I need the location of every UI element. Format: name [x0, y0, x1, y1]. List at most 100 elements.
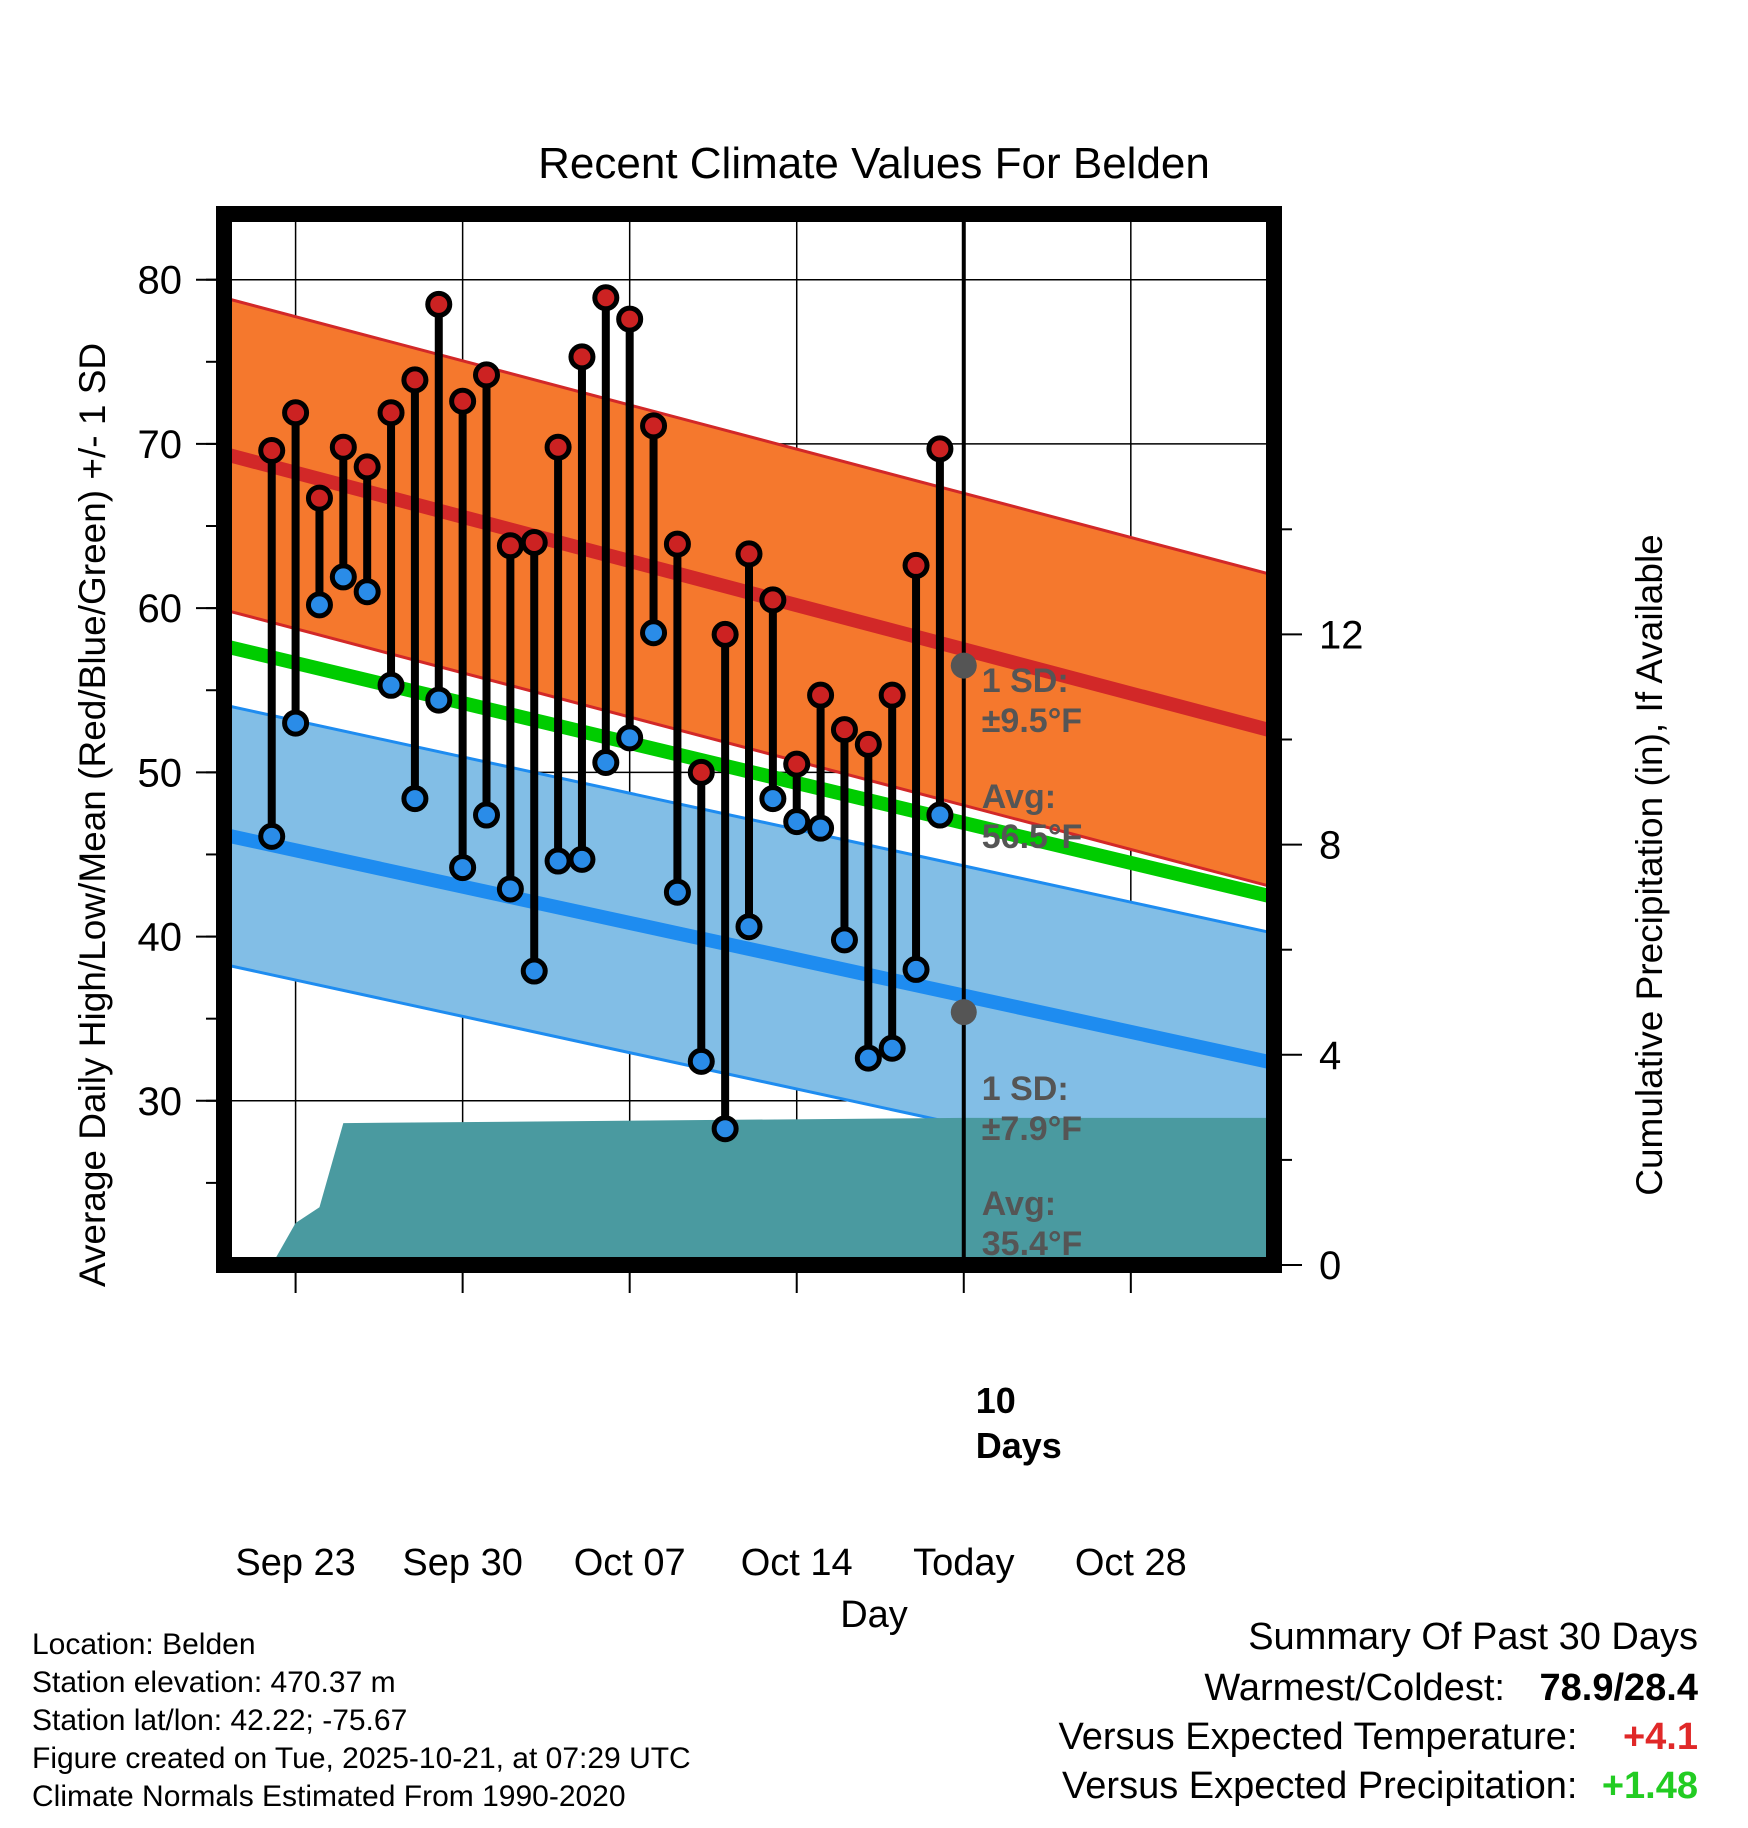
plot-frame — [216, 206, 1282, 1273]
daily-low-point — [329, 563, 357, 591]
location-text: Location: Belden — [32, 1628, 256, 1661]
daily-low-point — [401, 785, 429, 813]
daily-low-point — [759, 785, 787, 813]
y-axis-label-left: Average Daily High/Low/Mean (Red/Blue/Gr… — [72, 343, 113, 1287]
low-avg-label-title: Avg: — [982, 1185, 1056, 1223]
summary-warm-cold: Warmest/Coldest: 78.9/28.4 — [1059, 1667, 1698, 1710]
daily-low-point — [640, 619, 668, 647]
normal-low-line — [222, 827, 1276, 1070]
low-avg-label-value: 35.4°F — [982, 1225, 1083, 1263]
daily-high-point — [568, 343, 596, 371]
daily-low-point — [854, 1044, 882, 1072]
daily-low-point — [902, 955, 930, 983]
daily-low-point — [496, 875, 524, 903]
daily-low-point — [592, 748, 620, 776]
daily-low-point — [520, 957, 548, 985]
daily-low-point — [568, 845, 596, 873]
summary-panel: Summary Of Past 30 Days Warmest/Coldest:… — [1059, 1616, 1698, 1808]
y-left-tick-label: 70 — [138, 423, 183, 467]
daily-low-point — [926, 801, 954, 829]
daily-low-point — [663, 878, 691, 906]
daily-high-point — [353, 453, 381, 481]
warm-cold-label: Warmest/Coldest: — [1204, 1667, 1505, 1709]
daily-low-point — [735, 913, 763, 941]
days-label-number: 10 — [976, 1380, 1016, 1421]
daily-high-point — [616, 305, 644, 333]
y-left-tick-label: 30 — [138, 1080, 183, 1124]
daily-high-point — [687, 758, 715, 786]
precip-area — [224, 1117, 1274, 1265]
daily-low-point — [830, 926, 858, 954]
daily-high-point — [902, 551, 930, 579]
daily-high-point — [783, 750, 811, 778]
daily-high-point — [807, 681, 835, 709]
daily-high-point — [401, 366, 429, 394]
daily-high-point — [759, 586, 787, 614]
daily-high-point — [520, 528, 548, 556]
daily-low-point — [473, 801, 500, 829]
daily-low-point — [783, 808, 811, 836]
daily-low-point — [878, 1034, 906, 1062]
high-avg-label-title: Avg: — [982, 778, 1056, 816]
days-label-unit: Days — [976, 1425, 1062, 1466]
daily-high-point — [830, 716, 858, 744]
low-sd-label-value: ±7.9°F — [982, 1110, 1082, 1148]
daily-high-point — [854, 730, 882, 758]
elevation-text: Station elevation: 470.37 m — [32, 1666, 396, 1699]
x-tick-label: Oct 14 — [741, 1542, 853, 1584]
station-metadata: Location: Belden Station elevation: 470.… — [32, 1626, 691, 1816]
x-tick-label: Oct 28 — [1075, 1542, 1187, 1584]
summary-precip: Versus Expected Precipitation: +1.48 — [1059, 1765, 1698, 1808]
daily-high-point — [735, 540, 763, 568]
daily-high-point — [305, 484, 333, 512]
summary-temp: Versus Expected Temperature: +4.1 — [1059, 1716, 1698, 1759]
daily-low-point — [305, 591, 333, 619]
high-sd-band-upper-edge — [223, 296, 1275, 577]
x-tick-label: Oct 07 — [574, 1542, 686, 1584]
daily-low-point — [353, 578, 381, 606]
daily-high-point — [496, 532, 524, 560]
y-left-tick-label: 40 — [138, 916, 183, 960]
daily-high-point — [663, 530, 691, 558]
y-left-tick-label: 80 — [138, 259, 183, 303]
daily-high-point — [377, 399, 405, 427]
daily-low-point — [425, 686, 453, 714]
chart-title: Recent Climate Values For Belden — [538, 139, 1210, 188]
daily-low-point — [258, 822, 286, 850]
daily-high-point — [544, 433, 572, 461]
daily-low-point — [449, 854, 477, 882]
daily-low-point — [544, 847, 572, 875]
warm-cold-value: 78.9/28.4 — [1539, 1667, 1698, 1709]
created-text: Figure created on Tue, 2025-10-21, at 07… — [32, 1742, 691, 1775]
daily-low-point — [282, 709, 310, 737]
low-sd-label-title: 1 SD: — [982, 1070, 1069, 1108]
today-high-avg-marker — [950, 652, 977, 679]
daily-high-point — [878, 681, 906, 709]
daily-low-point — [711, 1115, 739, 1143]
daily-high-point — [258, 436, 286, 464]
y-left-tick-label: 50 — [138, 751, 183, 795]
x-tick-label: Sep 30 — [402, 1542, 522, 1584]
daily-high-point — [592, 284, 620, 312]
daily-low-point — [687, 1047, 715, 1075]
daily-low-point — [377, 671, 405, 699]
y-right-tick-label: 8 — [1319, 824, 1341, 868]
precip-vs-expected-value: +1.48 — [1601, 1765, 1698, 1807]
y-axis-label-right: Cumulative Precipitation (in), If Availa… — [1629, 534, 1670, 1196]
y-right-tick-label: 4 — [1319, 1034, 1341, 1078]
y-right-tick-label: 12 — [1319, 613, 1364, 657]
summary-title: Summary Of Past 30 Days — [1248, 1616, 1698, 1658]
high-sd-label-value: ±9.5°F — [982, 702, 1082, 740]
daily-high-point — [926, 435, 954, 463]
today-low-avg-marker — [950, 999, 977, 1026]
y-left-tick-label: 60 — [138, 587, 183, 631]
daily-high-point — [425, 290, 453, 318]
high-avg-label-value: 56.5°F — [982, 818, 1083, 856]
daily-high-point — [711, 620, 739, 648]
daily-high-point — [449, 387, 477, 415]
daily-low-point — [807, 814, 835, 842]
daily-high-point — [640, 412, 668, 440]
normals-text: Climate Normals Estimated From 1990-2020 — [32, 1780, 626, 1813]
